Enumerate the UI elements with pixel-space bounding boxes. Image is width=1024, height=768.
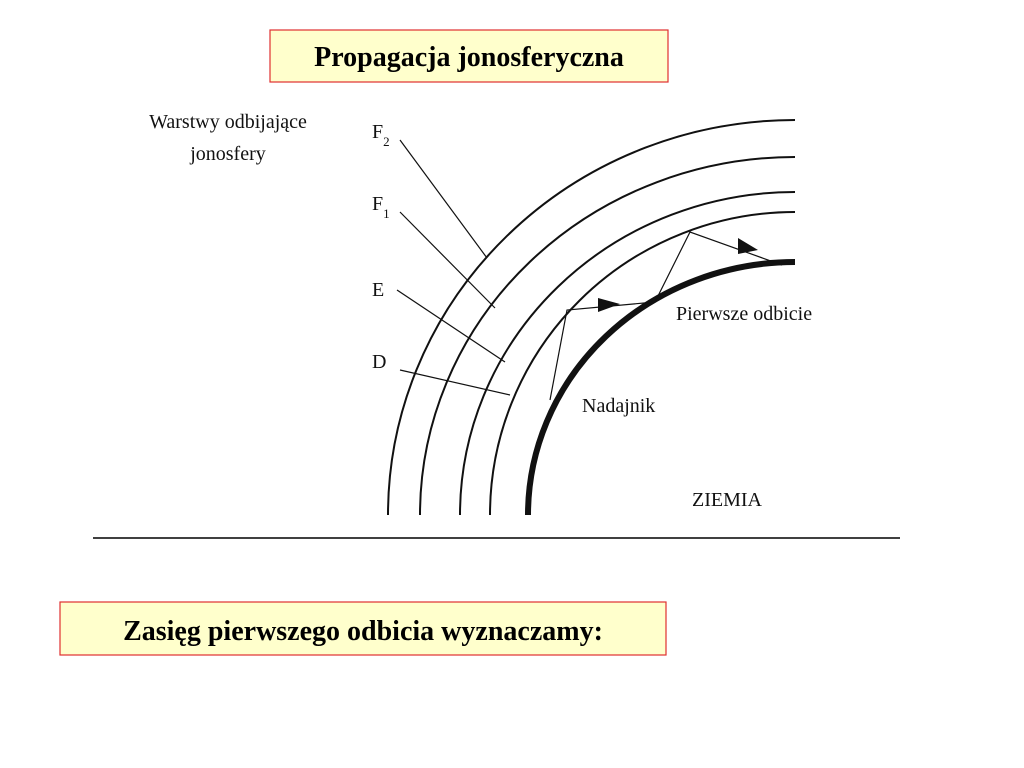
leader-line: [399, 139, 488, 259]
layer-arc: [459, 191, 796, 516]
layer-name: E: [372, 279, 384, 301]
layer-sub: 2: [383, 134, 390, 149]
layer-arc: [387, 119, 796, 516]
layer-label: F2: [372, 121, 390, 149]
layers: [387, 119, 796, 516]
title: Propagacja jonosferyczna: [314, 42, 624, 73]
footer-text: Zasięg pierwszego odbicia wyznaczamy:: [123, 616, 603, 647]
layer-arc: [489, 211, 796, 516]
title-box: [269, 29, 669, 83]
transmitter-label: Nadajnik: [582, 395, 655, 417]
footer-box: [59, 601, 667, 656]
leader-line: [399, 211, 496, 309]
leader-line: [399, 369, 511, 396]
layer-label: E: [372, 279, 384, 301]
leader-line: [396, 289, 506, 363]
reflection-label: Pierwsze odbicie: [676, 303, 812, 325]
layer-arc: [419, 156, 796, 516]
caption-line: Warstwy odbijające: [149, 111, 307, 133]
arrow: [738, 238, 758, 254]
earth-label: ZIEMIA: [692, 489, 763, 511]
layer-name: F: [372, 121, 383, 143]
arrow: [598, 298, 620, 312]
ray-path: [549, 231, 783, 401]
layer-name: D: [372, 351, 386, 373]
layer-name: F: [372, 193, 383, 215]
caption-line: jonosfery: [189, 143, 266, 165]
layer-sub: 1: [383, 206, 390, 221]
earth-arc: [525, 259, 796, 516]
layer-label: F1: [372, 193, 390, 221]
layer-label: D: [372, 351, 386, 373]
